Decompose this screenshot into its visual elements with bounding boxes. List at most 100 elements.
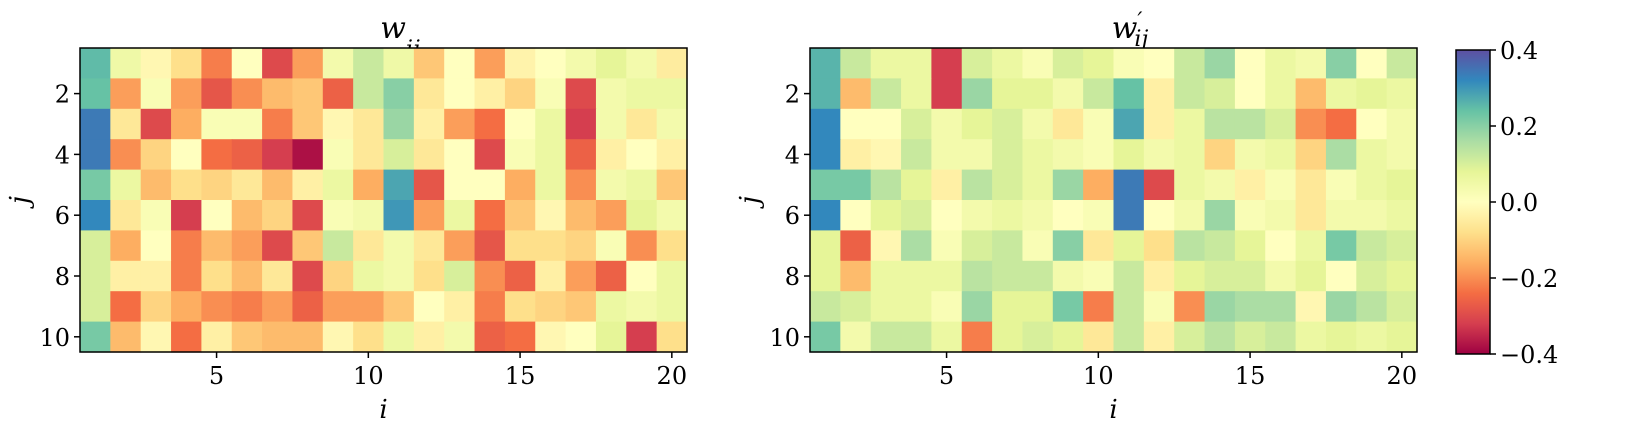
heatmap-cell xyxy=(1174,139,1206,171)
heatmap-cell xyxy=(262,169,294,201)
heatmap-cell xyxy=(1113,108,1145,140)
heatmap-cell xyxy=(80,48,111,79)
heatmap-cell xyxy=(1022,139,1054,171)
y-axis: 2 4 6 8 10 xyxy=(769,81,810,352)
y-tick-label: 8 xyxy=(55,263,70,291)
heatmap-cell xyxy=(1204,291,1236,323)
heatmap-cell xyxy=(1386,291,1418,323)
heatmap-cell xyxy=(1325,260,1357,292)
heatmap-cell xyxy=(171,321,202,353)
heatmap-cell xyxy=(1265,230,1297,262)
heatmap-cell xyxy=(626,200,658,231)
y-tick-label: 4 xyxy=(785,141,800,169)
heatmap-cell xyxy=(1113,48,1145,79)
heatmap-cell xyxy=(1022,200,1054,231)
heatmap-cell xyxy=(595,78,627,110)
heatmap-cell xyxy=(353,169,385,201)
plot-frame xyxy=(79,47,688,353)
heatmap-cell xyxy=(1174,321,1206,353)
heatmap-cell xyxy=(1204,108,1236,140)
heatmap-cell xyxy=(656,78,688,110)
heatmap-cell xyxy=(383,108,415,140)
heatmap-panel-wij-prime: w′ ij 5 10 15 20 2 4 6 8 10 i j xyxy=(735,9,1418,425)
heatmap-cell xyxy=(292,48,324,79)
y-axis: 2 4 6 8 10 xyxy=(39,81,80,352)
plot-frame xyxy=(809,47,1418,353)
heatmap-cell xyxy=(1052,200,1084,231)
heatmap-cell xyxy=(231,169,263,201)
heatmap-cell xyxy=(870,139,902,171)
heatmap-cell xyxy=(474,48,506,79)
heatmap-cell xyxy=(656,139,688,171)
heatmap-cell xyxy=(140,139,172,171)
heatmap-cell xyxy=(383,260,415,292)
heatmap-cell xyxy=(870,169,902,201)
x-tick-label: 15 xyxy=(1235,362,1266,390)
x-axis-label: i xyxy=(1109,395,1117,425)
heatmap-cell xyxy=(1295,291,1327,323)
heatmap-cell xyxy=(383,169,415,201)
heatmap-cell xyxy=(565,169,597,201)
heatmap-cell xyxy=(353,78,385,110)
heatmap-cell xyxy=(262,321,294,353)
heatmap-cell xyxy=(961,139,993,171)
colorbar-gradient xyxy=(1455,49,1491,355)
heatmap-cell xyxy=(353,200,385,231)
heatmap-cell xyxy=(1022,230,1054,262)
heatmap-cell xyxy=(1083,321,1115,353)
heatmap-cell xyxy=(171,200,202,231)
x-axis-label: i xyxy=(379,395,387,425)
heatmap-cell xyxy=(262,260,294,292)
heatmap-cell xyxy=(504,139,536,171)
heatmap-cell xyxy=(870,78,902,110)
heatmap-cell xyxy=(383,291,415,323)
heatmap-cell xyxy=(1325,321,1357,353)
heatmap-cell xyxy=(1204,48,1236,79)
heatmap-cell xyxy=(1143,321,1175,353)
heatmap-cell xyxy=(1113,139,1145,171)
heatmap-cell xyxy=(262,78,294,110)
heatmap-cell xyxy=(1174,48,1206,79)
heatmap-cell xyxy=(110,321,142,353)
x-tick-label: 10 xyxy=(1083,362,1114,390)
heatmap-cell xyxy=(1022,260,1054,292)
heatmap-cell xyxy=(656,108,688,140)
heatmap-cell xyxy=(1295,260,1327,292)
heatmap-cell xyxy=(413,200,445,231)
heatmap-cell xyxy=(231,321,263,353)
heatmap-cell xyxy=(444,78,476,110)
heatmap-cell xyxy=(292,169,324,201)
heatmap-cell xyxy=(444,230,476,262)
heatmap-cell xyxy=(1113,230,1145,262)
heatmap-cell xyxy=(535,260,567,292)
heatmap-cell xyxy=(1174,291,1206,323)
heatmap-cell xyxy=(1386,200,1418,231)
x-tick-label: 5 xyxy=(939,362,954,390)
heatmap-cell xyxy=(840,321,872,353)
heatmap-cell xyxy=(626,169,658,201)
heatmap-cell xyxy=(110,291,142,323)
heatmap-cell xyxy=(840,48,872,79)
heatmap-cell xyxy=(1265,48,1297,79)
heatmap-cell xyxy=(901,321,932,353)
heatmap-cell xyxy=(1204,169,1236,201)
heatmap-cell xyxy=(961,321,993,353)
heatmap-cell xyxy=(353,321,385,353)
heatmap-cell xyxy=(444,108,476,140)
heatmap-cell xyxy=(1265,260,1297,292)
heatmap-cell xyxy=(1386,169,1418,201)
heatmap-cell xyxy=(171,78,202,110)
heatmap-cell xyxy=(262,139,294,171)
heatmap-cell xyxy=(262,291,294,323)
heatmap-cell xyxy=(1234,139,1266,171)
heatmap-cell xyxy=(840,230,872,262)
heatmap-cell xyxy=(231,108,263,140)
heatmap-cell xyxy=(595,139,627,171)
heatmap-cell xyxy=(810,48,841,79)
heatmap-cell xyxy=(1052,48,1084,79)
heatmap-cell xyxy=(504,291,536,323)
heatmap-cells xyxy=(80,48,688,353)
heatmap-cell xyxy=(901,260,932,292)
heatmap-cell xyxy=(1143,48,1175,79)
heatmap-cell xyxy=(1325,78,1357,110)
